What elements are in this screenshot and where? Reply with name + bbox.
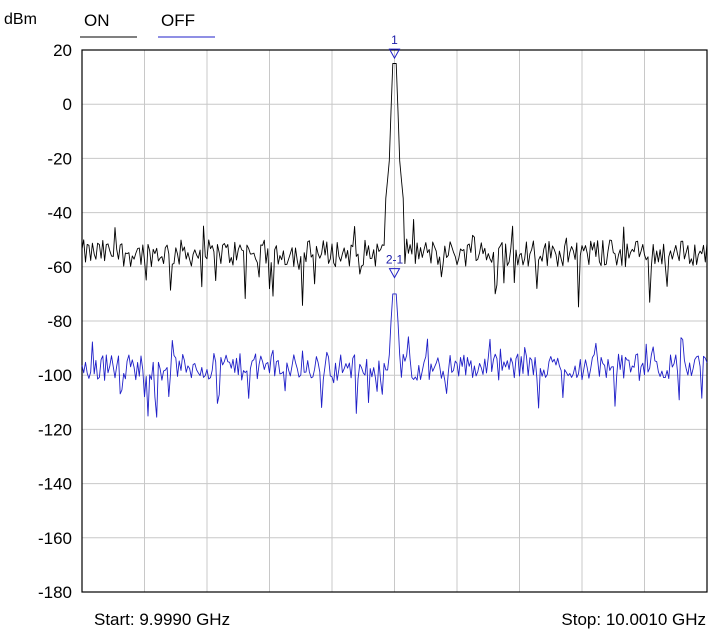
y-tick-label: -60: [47, 258, 72, 277]
y-tick-label: -140: [38, 475, 72, 494]
stop-frequency-label: Stop: 10.0010 GHz: [561, 610, 706, 629]
y-tick-label: 0: [63, 95, 72, 114]
traces: [81, 63, 708, 418]
y-tick-label: -160: [38, 529, 72, 548]
markers: 1 2-1: [386, 33, 404, 279]
marker-label: 2-1: [386, 253, 404, 267]
y-tick-label: -80: [47, 312, 72, 331]
marker-label: 1: [391, 33, 398, 47]
plot-frame: [81, 49, 708, 593]
y-tick-labels: 20 0 -20 -40 -60 -80 -100 -120 -140 -160 -180: [38, 41, 72, 602]
trace-off: [81, 293, 708, 418]
trace-on: [81, 63, 708, 308]
legend-label-on: ON: [84, 11, 110, 30]
y-unit-label: dBm: [4, 11, 37, 28]
y-tick-label: -20: [47, 149, 72, 168]
legend-label-off: OFF: [161, 11, 195, 30]
y-tick-label: 20: [53, 41, 72, 60]
plot-grid: [81, 49, 708, 593]
y-tick-label: -100: [38, 366, 72, 385]
y-tick-label: -180: [38, 583, 72, 602]
legend: ON OFF: [80, 11, 215, 38]
y-tick-label: -120: [38, 420, 72, 439]
marker-triangle: [388, 268, 401, 279]
marker-triangle: [388, 48, 401, 60]
y-tick-label: -40: [47, 204, 72, 223]
start-frequency-label: Start: 9.9990 GHz: [94, 610, 230, 629]
